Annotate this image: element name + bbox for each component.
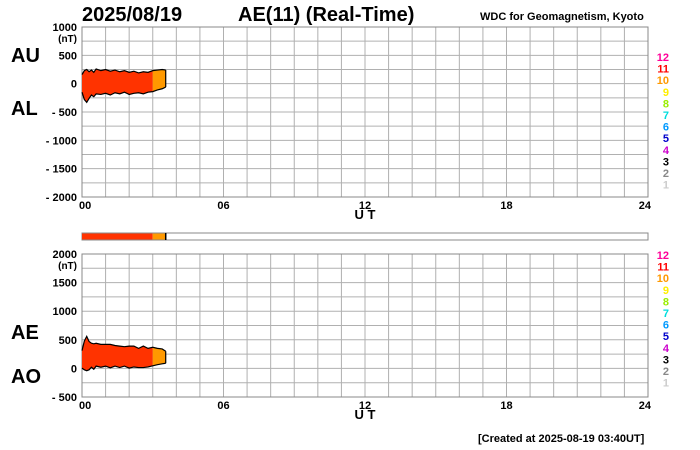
x-tick-label: 06 [217,400,229,412]
station-count-legend-12: 12 [657,250,669,262]
y-tick-label: - 500 [52,392,77,404]
y-tick-label: - 2000 [46,192,77,204]
station-count-legend-12: 12 [657,52,669,64]
plot-title: AE(11) (Real-Time) [238,4,415,26]
y-axis-unit: (nT) [58,34,77,45]
y-tick-label: 1500 [53,278,77,290]
station-count-legend-4: 4 [663,145,670,157]
y-tick-label: 0 [71,79,77,91]
x-tick-label: 24 [639,400,652,412]
y-tick-label: 2000 [53,249,77,261]
series-line-au [81,68,166,75]
station-count-legend-5: 5 [663,133,669,145]
y-tick-label: 500 [59,50,77,62]
x-tick-label: 24 [639,200,652,212]
y-tick-label: 1000 [53,22,77,34]
station-count-legend-10: 10 [657,75,669,87]
station-count-legend-11: 11 [657,262,669,274]
y-axis-unit: (nT) [58,261,77,272]
station-count-legend-8: 8 [663,296,669,308]
x-axis-label: U T [355,407,376,422]
x-tick-label: 06 [217,200,229,212]
x-tick-label: 12 [359,400,371,412]
y-tick-label: - 1000 [46,135,77,147]
station-count-legend-3: 3 [663,354,669,366]
station-count-legend-7: 7 [663,110,669,122]
station-coverage-bar [81,232,649,241]
station-count-legend-9: 9 [663,87,669,99]
station-count-legend-5: 5 [663,331,669,343]
station-count-legend-6: 6 [663,122,669,134]
series-label-al: AL [11,98,38,120]
x-tick-label: 18 [500,200,512,212]
plot-date: 2025/08/19 [82,4,183,26]
series-label-ao: AO [11,366,41,388]
station-count-legend-1: 1 [663,378,669,390]
station-count-legend-4: 4 [663,343,670,355]
plot-frame [81,26,649,198]
y-tick-label: - 1500 [46,164,77,176]
plot-frame [81,253,649,398]
y-tick-label: 500 [59,335,77,347]
station-count-legend-10: 10 [657,273,669,285]
y-tick-label: 0 [71,363,77,375]
series-line-ao [81,362,166,372]
x-tick-label: 00 [79,400,91,412]
station-count-legend-6: 6 [663,320,669,332]
station-count-legend-7: 7 [663,308,669,320]
station-count-legend-3: 3 [663,156,669,168]
data-source-label: WDC for Geomagnetism, Kyoto [480,11,644,23]
station-count-legend-2: 2 [663,168,669,180]
station-coverage-segment [82,233,153,240]
x-axis-label: U T [355,207,376,222]
series-label-ae: AE [11,322,39,344]
x-tick-label: 00 [79,200,91,212]
x-tick-label: 12 [359,200,371,212]
station-count-legend-11: 11 [657,64,669,76]
y-tick-label: - 500 [52,107,77,119]
x-tick-label: 18 [500,400,512,412]
station-count-legend-1: 1 [663,180,669,192]
station-count-legend-8: 8 [663,98,669,110]
created-timestamp: [Created at 2025-08-19 03:40UT] [478,433,645,445]
series-line-al [81,86,166,104]
y-tick-label: 1000 [53,306,77,318]
station-coverage-segment [152,233,166,240]
station-count-legend-9: 9 [663,285,669,297]
series-label-au: AU [11,45,40,67]
station-count-legend-2: 2 [663,366,669,378]
series-line-ae [81,334,167,352]
